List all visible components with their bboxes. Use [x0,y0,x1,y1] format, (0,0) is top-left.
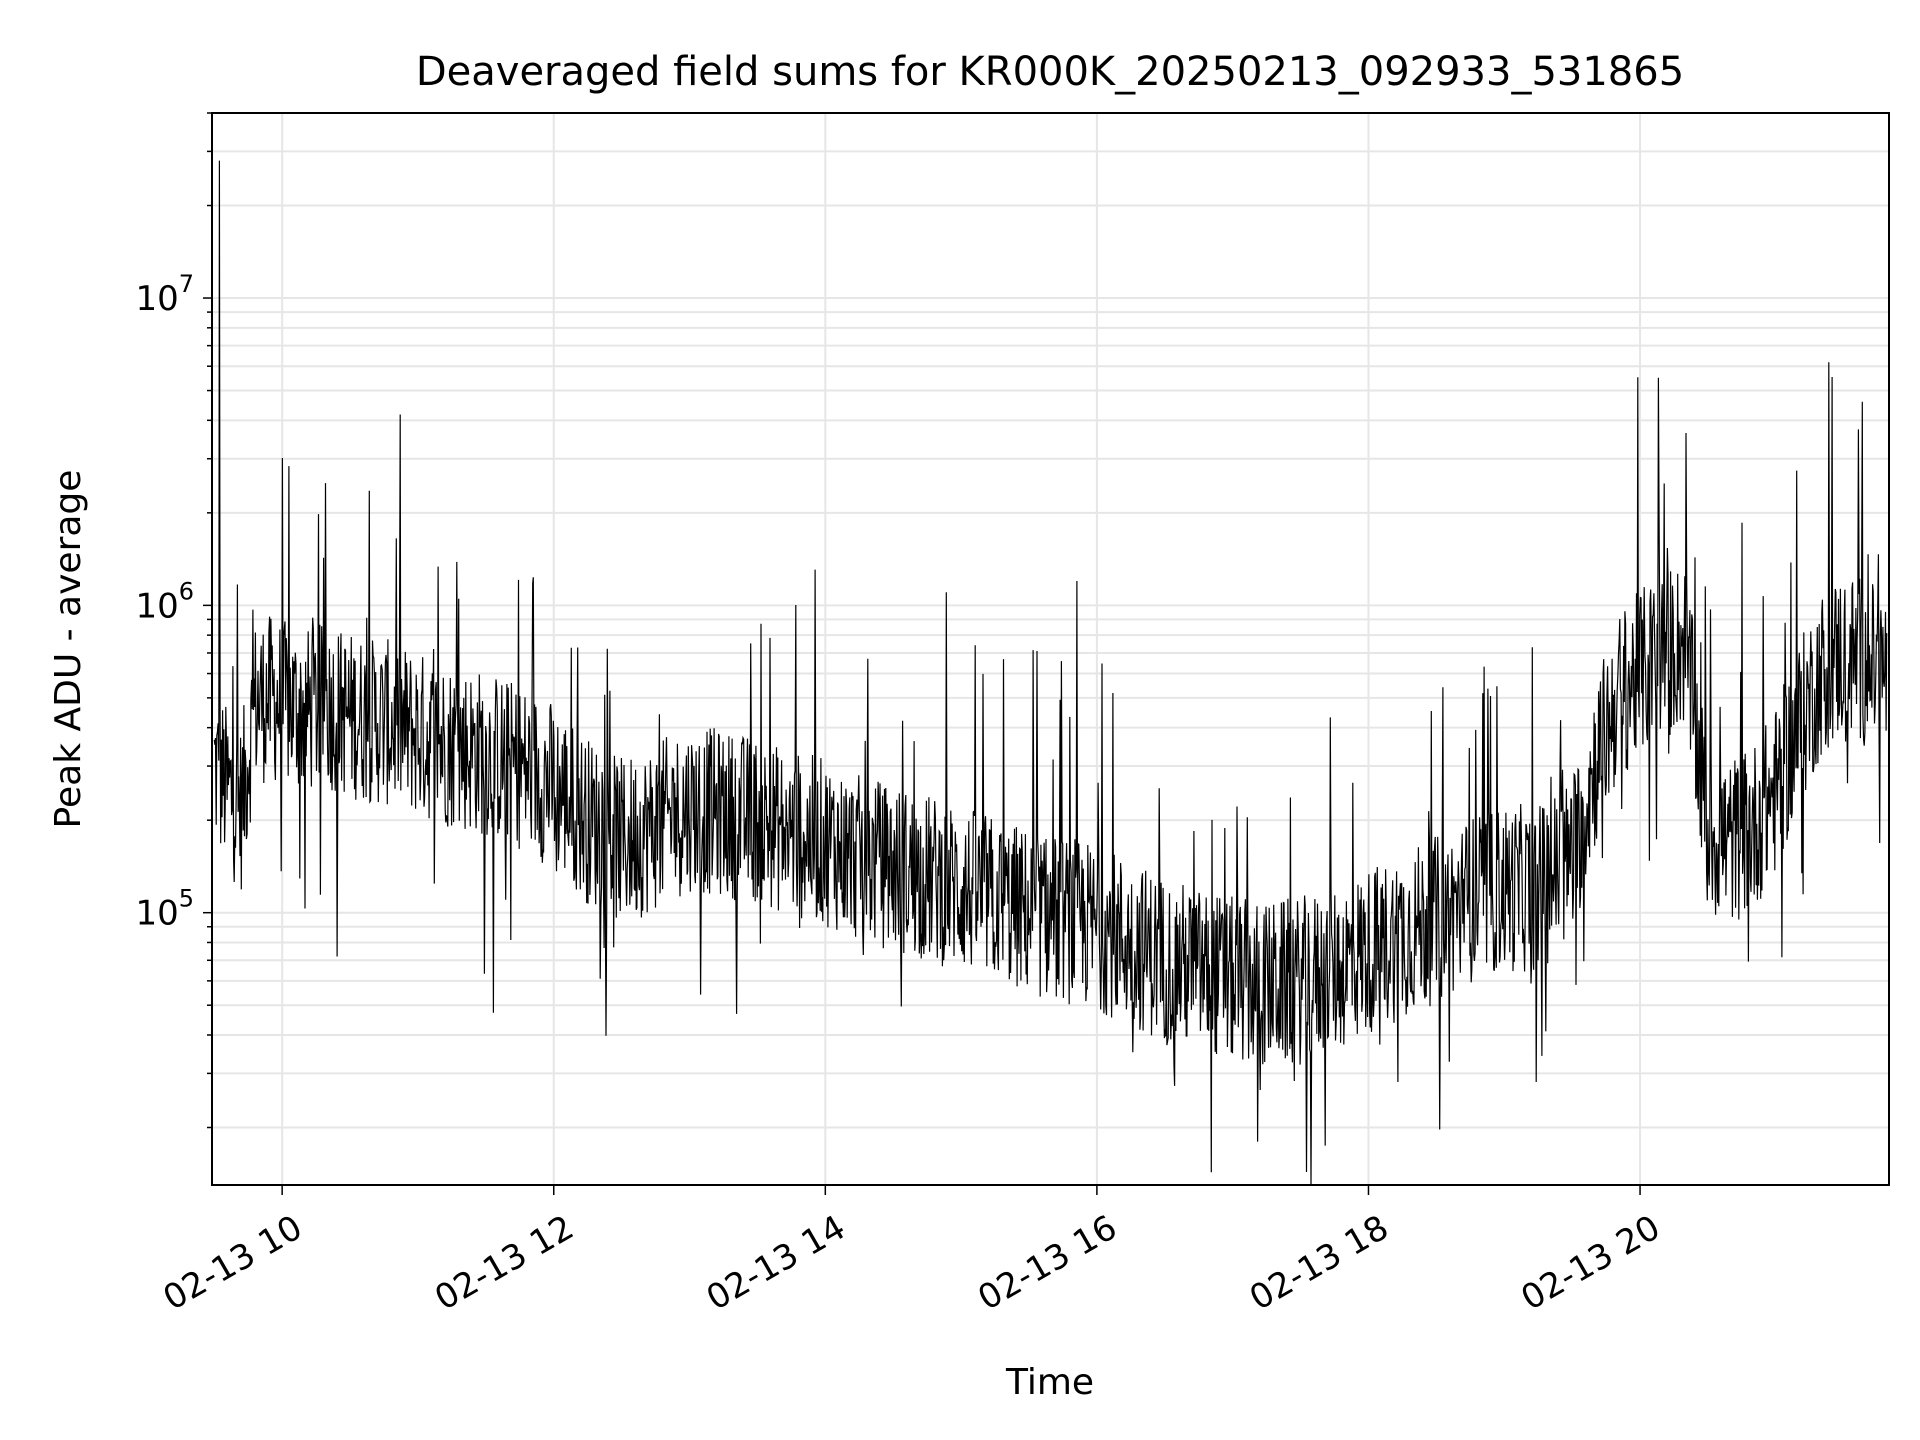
y-axis-label: Peak ADU - average [48,470,89,829]
axes-frame [211,112,1890,1186]
y-tick-label: 106 [135,577,194,626]
plot-area [213,160,1888,1186]
y-tick-label: 107 [135,270,194,319]
series-line [213,160,1888,1186]
x-axis-label: Time [1005,1362,1094,1403]
y-axis: 105 106 107 [135,112,212,1129]
chart-title: Deaveraged field sums for KR000K_2025021… [416,49,1684,95]
y-tick-label: 105 [135,885,194,934]
